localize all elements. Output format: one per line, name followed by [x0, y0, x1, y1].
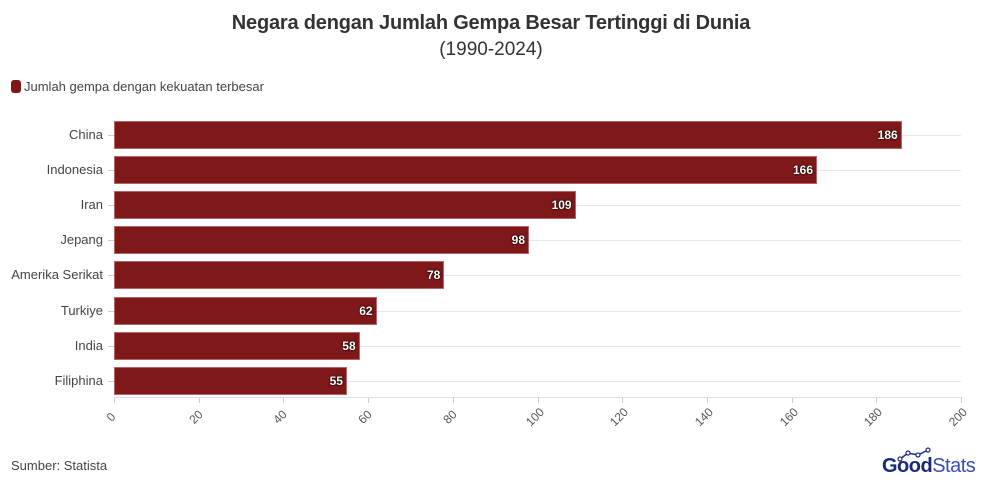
bar-value-label: 78 [426, 268, 441, 283]
goodstats-logo: GoodStats [872, 447, 976, 481]
chart-subtitle: (1990-2024) [439, 39, 543, 60]
category-label: Filiphina [54, 372, 103, 388]
bar[interactable]: 98 [114, 226, 530, 255]
x-tick [706, 398, 708, 403]
x-tick-label: 160 [776, 404, 801, 430]
bar-value-label: 186 [877, 128, 898, 142]
bar-value-label: 109 [551, 198, 572, 213]
x-tick [791, 398, 793, 403]
category-tick [108, 170, 114, 172]
x-tick-label: 100 [522, 404, 547, 430]
x-tick [452, 398, 454, 403]
gridline [114, 345, 961, 347]
x-tick-label: 80 [440, 407, 460, 427]
logo-good-text: Good [882, 455, 933, 477]
gridline [114, 310, 961, 312]
bar[interactable]: 166 [114, 156, 817, 185]
category-tick [108, 135, 114, 136]
x-tick [537, 398, 539, 403]
x-tick [283, 398, 285, 403]
category-label: Indonesia [46, 162, 103, 178]
plot-area: 186 166 109 98 78 62 58 55 [114, 117, 961, 398]
category-label: Jepang [60, 232, 103, 248]
category-tick [108, 205, 114, 207]
source-note: Sumber: Statista [11, 458, 108, 473]
x-tick [961, 398, 962, 403]
category-label: India [74, 337, 103, 353]
x-tick-label: 20 [186, 407, 206, 427]
x-tick [622, 398, 624, 403]
gridline [114, 240, 961, 242]
category-tick [108, 380, 114, 382]
x-tick-label: 180 [861, 404, 886, 430]
x-axis-line [114, 397, 962, 398]
category-tick [108, 275, 114, 277]
chart-title: Negara dengan Jumlah Gempa Besar Terting… [231, 12, 751, 34]
chart-line-icon [897, 447, 931, 462]
x-tick-label: 200 [945, 404, 971, 430]
x-tick-label: 0 [103, 409, 119, 425]
bar[interactable]: 78 [114, 261, 445, 290]
x-tick-label: 40 [270, 407, 291, 427]
category-tick [108, 240, 114, 242]
bar-value-label: 58 [342, 338, 356, 353]
x-tick-label: 140 [691, 404, 716, 430]
category-tick [108, 310, 114, 312]
bar-value-label: 98 [511, 233, 526, 248]
category-label: Amerika Serikat [11, 267, 103, 283]
gridline [114, 275, 961, 277]
legend-swatch-icon [11, 80, 21, 93]
x-tick [114, 398, 115, 403]
legend-label: Jumlah gempa dengan kekuatan terbesar [24, 79, 264, 94]
legend-item[interactable]: Jumlah gempa dengan kekuatan terbesar [11, 79, 264, 94]
category-label: Turkiye [60, 302, 103, 318]
bar[interactable]: 58 [114, 331, 360, 360]
bar-value-label: 55 [329, 373, 343, 388]
x-tick [368, 398, 370, 403]
category-tick [108, 345, 114, 347]
bar[interactable]: 186 [114, 121, 902, 149]
category-label: China [69, 127, 103, 142]
logo-stats-text: Stats [932, 455, 976, 477]
gridline [114, 380, 961, 382]
bar-value-label: 62 [359, 303, 373, 318]
x-tick [876, 398, 878, 403]
bar[interactable]: 109 [114, 191, 576, 220]
x-tick-label: 60 [355, 407, 375, 427]
bar[interactable]: 55 [114, 366, 347, 395]
x-tick [198, 398, 200, 403]
category-label: Iran [80, 197, 103, 213]
bar-value-label: 166 [792, 163, 813, 178]
x-tick-label: 120 [607, 404, 632, 430]
bar[interactable]: 62 [114, 296, 377, 325]
